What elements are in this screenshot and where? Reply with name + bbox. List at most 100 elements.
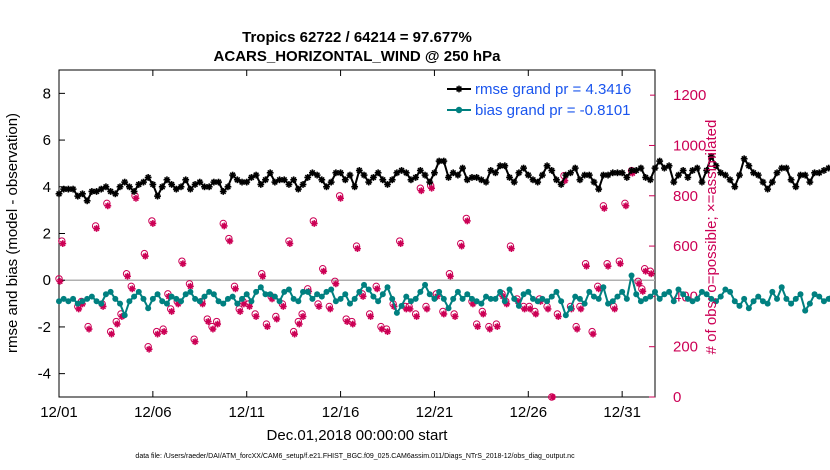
rmse-point-stroke [792,183,799,190]
obs-assimilated-point [104,202,112,210]
obs-assimilated-point-stroke [100,303,107,310]
rmse-point [426,178,434,186]
rmse-point [797,171,804,179]
bias-point [384,284,391,291]
bias-point [84,295,91,302]
obs-assimilated-point-stroke [259,273,266,280]
rmse-point-stroke [548,167,555,174]
bias-point [534,298,541,305]
bias-point [647,293,654,300]
bias-point [769,288,776,295]
bias-point [759,298,766,305]
rmse-point [595,185,603,193]
obs-assimilated-point-stroke [226,238,233,244]
bias-point [98,300,105,307]
obs-assimilated-point-stroke [555,313,562,320]
obs-assimilated-point [214,320,222,328]
rmse-point [538,171,546,179]
obs-assimilated-point [354,245,361,252]
rmse-point [543,162,551,170]
rmse-point [229,171,237,179]
bias-point [295,298,302,305]
rmse-point-stroke [487,167,494,174]
bias-point [802,307,809,314]
obs-assimilated-point-stroke [549,394,556,400]
bias-point [112,295,119,302]
rmse-point-stroke [318,176,325,183]
obs-assimilated-point-stroke [611,306,618,312]
bias-point [525,288,532,295]
obs-assimilated-point [85,325,93,333]
bias-point [257,284,264,291]
bias-point [666,288,673,295]
obs-assimilated-point [326,305,334,313]
obs-assimilated-point-stroke [161,328,168,335]
rmse-point [449,169,457,177]
bias-point [60,295,67,302]
rmse-point-stroke [389,176,396,183]
bias-point [558,298,565,305]
obs-assimilated-point [295,320,303,328]
obs-assimilated-point [337,194,344,202]
obs-assimilated-point [252,313,260,320]
obs-assimilated-point-stroke [605,263,612,270]
obs-assimilated-point-stroke [93,225,100,232]
rmse-point-stroke [520,165,527,172]
bias-point [370,293,377,300]
rmse-point-stroke [483,179,490,186]
rmse-point [111,190,119,198]
obs-assimilated-point-stroke [75,306,82,312]
bias-point [187,288,194,295]
rmse-point [125,183,133,191]
bias-point [520,291,527,298]
rmse-point-stroke [764,186,771,193]
obs-assimilated-point-stroke [452,313,459,320]
obs-assimilated-point [600,204,608,212]
bias-point [318,293,325,300]
obs-assimilated-point [93,225,100,232]
bias-point [595,295,602,302]
rmse-point [79,190,86,198]
bias-point [515,302,522,309]
obs-assimilated-point [493,323,501,330]
bias-point [196,298,203,305]
obs-assimilated-point [397,240,405,247]
rmse-point-stroke [168,181,175,188]
rmse-point-stroke [745,162,752,169]
obs-assimilated-point-stroke [316,303,322,310]
bias-point [262,291,269,298]
bias-point [614,293,621,300]
bias-point [215,298,222,305]
legend-rmse-marker [455,85,463,93]
rmse-point [318,176,326,184]
obs-assimilated-point [526,305,534,313]
bias-point [206,288,213,295]
rmse-point [740,155,748,163]
rmse-point-stroke [140,179,147,186]
rmse-point-stroke [736,172,743,179]
obs-assimilated-point [507,245,515,252]
bias-point [224,295,231,302]
rmse-point-stroke [112,190,119,197]
bias-point [539,295,546,302]
rmse-point [341,176,349,184]
obs-assimilated-point-stroke [601,205,608,212]
rmse-point-stroke [572,165,579,172]
bias-point [727,288,734,295]
obs-assimilated-point [191,338,199,346]
bias-point [309,295,316,302]
obs-assimilated-point-stroke [639,288,646,295]
rmse-point [590,178,598,186]
rmse-point [524,171,532,179]
rmse-point-stroke [501,162,508,169]
rmse-point [144,174,152,181]
rmse-point-stroke [187,186,194,193]
rmse-point-stroke [234,176,241,183]
rmse-point-stroke [79,190,86,197]
bias-point [417,288,424,295]
rmse-point [712,162,720,170]
rmse-point-stroke [253,172,260,179]
rmse-point [177,183,185,191]
obs-assimilated-point [343,318,351,325]
bias-point [403,293,410,300]
